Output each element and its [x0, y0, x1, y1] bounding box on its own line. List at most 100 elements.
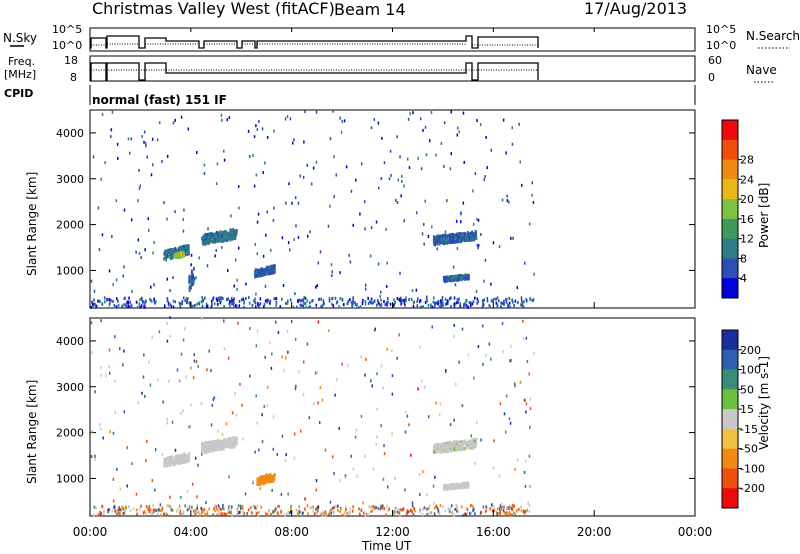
data-point	[414, 509, 416, 513]
data-point	[443, 486, 446, 491]
data-point	[223, 508, 226, 512]
data-point	[367, 296, 369, 300]
data-point	[465, 441, 468, 445]
data-point	[117, 156, 119, 160]
data-point	[144, 394, 146, 398]
data-point	[396, 200, 399, 204]
data-point	[161, 160, 163, 164]
data-point	[272, 447, 275, 451]
data-point	[386, 300, 388, 304]
data-point	[180, 352, 183, 356]
data-point	[248, 155, 251, 159]
data-point	[516, 458, 519, 462]
data-point	[223, 441, 226, 446]
data-point	[497, 511, 500, 515]
data-point	[379, 305, 382, 309]
data-point	[509, 305, 511, 309]
data-point	[183, 249, 186, 253]
data-point	[330, 263, 333, 267]
data-point	[156, 138, 159, 142]
data-point	[333, 506, 335, 510]
data-point	[477, 345, 480, 349]
data-point	[376, 303, 378, 307]
data-point	[190, 275, 193, 280]
data-point	[477, 218, 480, 222]
data-point	[380, 177, 383, 181]
data-point	[184, 504, 187, 508]
data-point	[264, 271, 267, 275]
data-point	[450, 485, 453, 489]
data-point	[217, 441, 220, 446]
data-point	[467, 274, 470, 279]
data-point	[338, 426, 340, 430]
data-point	[496, 296, 499, 300]
data-point	[321, 513, 324, 517]
data-point	[91, 302, 94, 306]
data-point	[180, 495, 182, 499]
data-point	[324, 513, 327, 517]
data-point	[412, 111, 414, 115]
data-point	[176, 252, 179, 257]
data-point	[396, 356, 399, 360]
data-point	[205, 305, 208, 309]
x-tick-label: 16:00	[476, 525, 511, 539]
data-point	[325, 513, 328, 517]
data-point	[344, 474, 347, 478]
data-point	[254, 242, 257, 246]
data-point	[362, 501, 364, 505]
data-point	[375, 220, 378, 224]
data-point	[522, 337, 525, 341]
data-point	[500, 305, 502, 309]
data-point	[460, 276, 463, 281]
data-point	[266, 298, 269, 302]
data-point	[244, 492, 247, 496]
data-point	[429, 139, 431, 143]
date-title: 17/Aug/2013	[584, 0, 687, 18]
data-point	[480, 438, 482, 442]
data-point	[258, 270, 260, 275]
data-point	[228, 442, 231, 447]
data-point	[455, 483, 457, 487]
data-point	[188, 278, 191, 282]
data-point	[455, 507, 458, 511]
data-point	[280, 510, 282, 514]
data-point	[165, 258, 168, 262]
data-point	[456, 133, 459, 137]
data-point	[473, 376, 475, 380]
data-point	[233, 284, 236, 288]
data-point	[389, 302, 392, 306]
data-point	[132, 507, 135, 511]
data-point	[517, 507, 520, 511]
data-point	[197, 463, 199, 467]
data-point	[519, 160, 522, 164]
data-point	[456, 239, 459, 244]
data-point	[233, 443, 236, 448]
data-point	[235, 228, 238, 233]
data-point	[290, 504, 292, 508]
data-point	[503, 511, 506, 515]
data-point	[266, 210, 268, 214]
data-point	[103, 512, 105, 516]
data-point	[235, 304, 238, 308]
data-point	[471, 230, 473, 235]
data-point	[499, 504, 502, 508]
data-point	[190, 366, 192, 370]
data-point	[485, 509, 487, 513]
data-point	[443, 164, 445, 168]
colorbar-tick-label: 50	[740, 383, 754, 396]
data-point	[450, 304, 452, 308]
data-point	[253, 504, 255, 508]
data-point	[125, 303, 127, 307]
data-point	[506, 199, 509, 203]
data-point	[112, 431, 115, 435]
data-point	[261, 475, 264, 480]
data-point	[151, 163, 154, 167]
data-point	[160, 513, 162, 517]
data-point	[148, 228, 150, 232]
data-point	[426, 493, 428, 497]
data-point	[115, 199, 118, 203]
data-point	[471, 441, 473, 445]
data-point	[450, 444, 453, 448]
data-point	[388, 177, 391, 181]
